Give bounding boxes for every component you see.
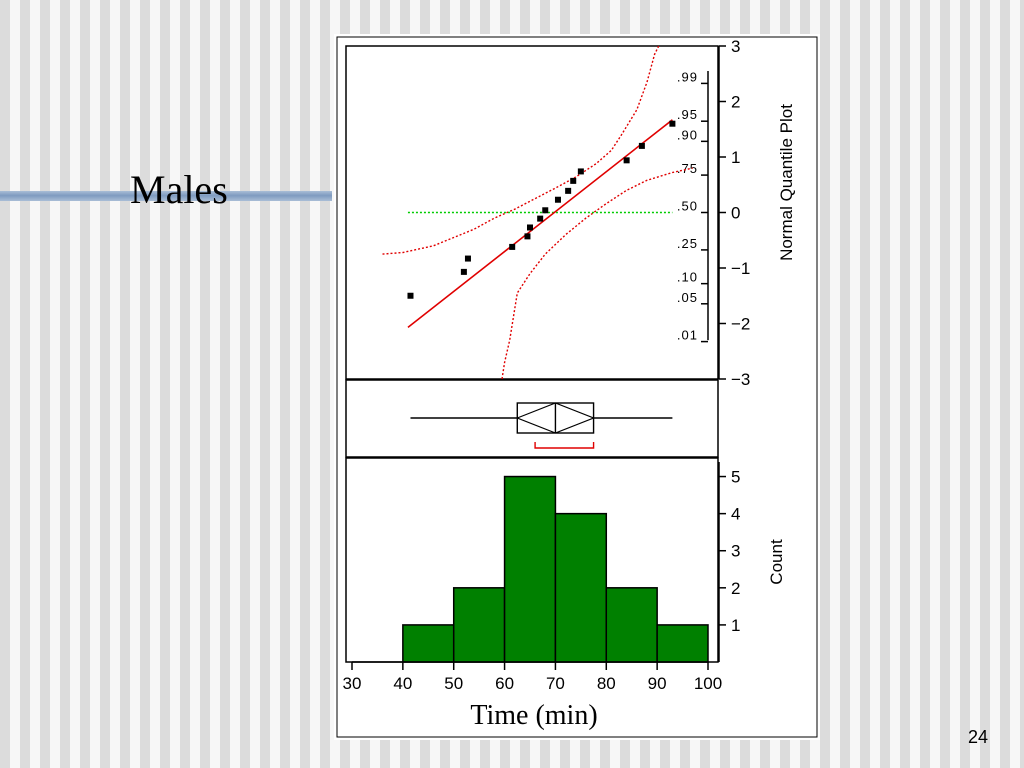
figure-border <box>336 36 818 738</box>
quantile-tick-label: 0 <box>731 204 740 223</box>
quantile-axis-label: Normal Quantile Plot <box>777 104 796 261</box>
probability-tick-label: .99 <box>677 69 698 84</box>
data-point <box>537 215 544 222</box>
data-point <box>407 292 414 299</box>
shortest-half-bracket <box>534 442 595 449</box>
data-point <box>464 255 471 262</box>
data-point <box>565 187 572 194</box>
data-point <box>509 243 516 250</box>
histogram-bar <box>452 587 506 663</box>
confidence-band-lower <box>501 167 693 380</box>
histogram-bar <box>656 624 709 663</box>
x-tick-label: 50 <box>444 674 463 693</box>
data-point <box>638 142 645 149</box>
count-tick-label: 1 <box>731 616 740 635</box>
quantile-tick-label: −2 <box>731 315 750 334</box>
probability-tick-label: .90 <box>677 127 698 142</box>
data-point <box>623 157 630 164</box>
count-tick-label: 4 <box>731 505 740 524</box>
x-tick-label: 30 <box>343 674 362 693</box>
histogram-bar <box>605 587 658 663</box>
histogram-bar <box>503 475 557 663</box>
x-tick-label: 60 <box>495 674 514 693</box>
quantile-tick-label: 2 <box>731 93 740 112</box>
figure-panel: .99 .95 .90 .75 .50 .25 .10 .05 .01 3 2 1 0 −1 −2 −3 Nor… <box>334 34 820 740</box>
chart-svg: .99 .95 .90 .75 .50 .25 .10 .05 .01 3 2 1 0 −1 −2 −3 Nor… <box>336 36 818 738</box>
accent-bar <box>0 191 332 201</box>
data-point <box>577 168 584 175</box>
data-point <box>570 177 577 184</box>
quantile-plot-frame <box>345 45 719 380</box>
slide-heading: Males <box>130 167 228 212</box>
probability-tick-label: .05 <box>677 290 698 305</box>
quantile-tick-label: −3 <box>731 370 750 389</box>
quantile-plot: .99 .95 .90 .75 .50 .25 .10 .05 .01 3 2 1 0 −1 −2 −3 Nor… <box>382 37 796 389</box>
quantile-tick-label: 1 <box>731 148 740 167</box>
box-plot <box>410 402 673 449</box>
probability-tick-label: .25 <box>677 236 698 251</box>
histogram-bar <box>554 512 608 663</box>
probability-tick-label: .01 <box>677 328 698 343</box>
count-tick-label: 3 <box>731 542 740 561</box>
confidence-band-upper <box>382 45 660 255</box>
data-point <box>460 268 467 275</box>
count-tick-label: 5 <box>731 468 740 487</box>
box-plot-frame <box>345 379 719 458</box>
count-tick-label: 2 <box>731 579 740 598</box>
count-axis-label: Count <box>767 539 786 585</box>
x-tick-label: 40 <box>393 674 412 693</box>
fit-line <box>407 119 673 329</box>
x-axis: 30 40 50 60 70 80 90 100 <box>343 661 722 693</box>
quantile-tick-label: 3 <box>731 37 740 56</box>
x-axis-title: Time (min) <box>470 700 598 731</box>
histogram: 1 2 3 4 5 Count <box>402 462 786 663</box>
x-tick-label: 100 <box>694 674 722 693</box>
data-point <box>527 224 533 231</box>
probability-tick-label: .10 <box>677 270 698 285</box>
data-point <box>524 233 531 240</box>
data-point <box>669 120 676 127</box>
probability-tick-label: .75 <box>677 161 698 176</box>
mean-diamond <box>515 402 596 434</box>
quantile-tick-label: −1 <box>731 259 750 278</box>
page-number: 24 <box>967 727 988 747</box>
x-tick-label: 80 <box>597 674 616 693</box>
probability-tick-label: .95 <box>677 107 698 122</box>
probability-tick-label: .50 <box>677 199 698 214</box>
data-point <box>542 207 549 214</box>
histogram-bar <box>402 624 455 663</box>
x-tick-label: 90 <box>648 674 667 693</box>
data-point <box>554 196 561 203</box>
x-tick-label: 70 <box>546 674 565 693</box>
